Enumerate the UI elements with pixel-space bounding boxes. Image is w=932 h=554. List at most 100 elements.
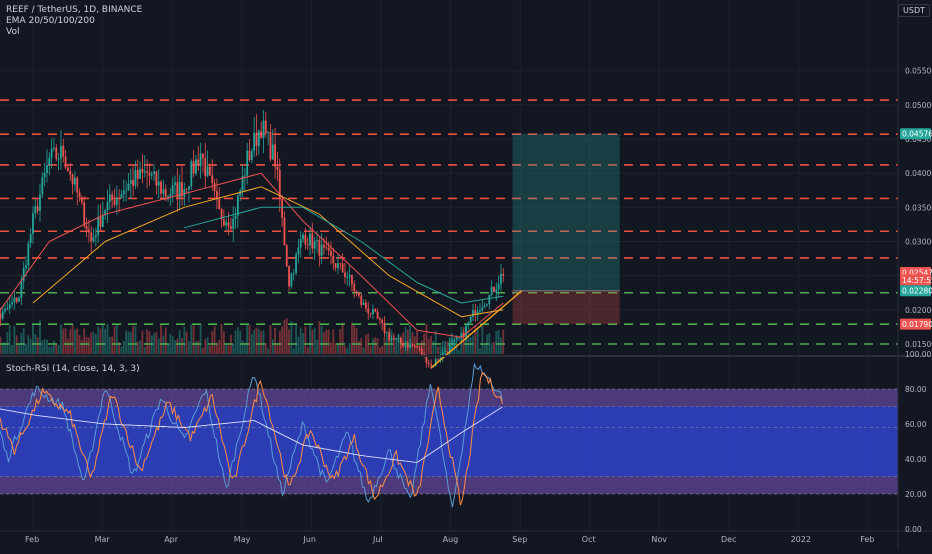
volume-bar <box>290 321 293 354</box>
candle <box>101 215 104 227</box>
candle <box>92 237 95 242</box>
candle <box>192 161 195 174</box>
stoch-rsi-legend[interactable]: Stoch-RSI (14, close, 14, 3, 3) <box>6 364 140 374</box>
candle <box>441 352 444 358</box>
candle <box>365 302 367 309</box>
candle <box>22 268 25 281</box>
volume-bar <box>53 340 55 354</box>
candle <box>216 191 218 199</box>
candle <box>104 210 107 216</box>
volume-bar <box>236 327 239 354</box>
volume-bar <box>129 331 132 354</box>
volume-bar <box>234 330 237 354</box>
volume-bar <box>148 331 151 354</box>
volume-bar <box>27 335 30 354</box>
candle <box>129 179 132 184</box>
candle <box>332 255 335 264</box>
volume-bar <box>171 336 174 354</box>
volume-bar <box>502 329 505 354</box>
candle <box>243 175 246 177</box>
volume-bar <box>43 339 46 354</box>
volume-bar <box>132 326 135 354</box>
time-tick-label: Nov <box>651 535 667 544</box>
volume-bar <box>255 327 258 354</box>
volume-bar <box>188 341 190 354</box>
candle <box>418 347 421 349</box>
candle <box>481 307 484 311</box>
stoch-tick-label: 20.00 <box>905 490 927 499</box>
volume-bar <box>246 324 249 354</box>
candle <box>355 291 358 293</box>
candle <box>229 226 232 229</box>
candle <box>220 209 223 220</box>
volume-bar <box>250 334 253 354</box>
volume-bar <box>446 341 449 354</box>
candle <box>6 308 9 310</box>
stoch-d-line <box>0 371 503 506</box>
volume-bar <box>455 346 458 354</box>
candle <box>225 222 228 226</box>
candle <box>297 247 300 255</box>
candle <box>260 131 263 139</box>
volume-bar <box>374 337 377 354</box>
volume-bar <box>441 341 444 354</box>
candle <box>190 161 193 187</box>
candle <box>267 132 270 134</box>
volume-bar <box>157 338 160 354</box>
price-label-target: 0.045766 <box>902 130 932 139</box>
volume-bar <box>115 325 118 354</box>
candle <box>76 177 79 193</box>
candle <box>99 217 102 227</box>
volume-bar <box>220 323 223 354</box>
volume-bar <box>164 327 167 354</box>
candle <box>367 308 370 314</box>
volume-bar <box>297 336 300 354</box>
candle <box>60 145 62 159</box>
candle <box>292 273 295 274</box>
volume-legend[interactable]: Vol <box>6 27 20 37</box>
candle <box>53 147 55 149</box>
candle <box>222 219 225 226</box>
volume-bar <box>167 343 169 354</box>
volume-bar <box>199 324 202 354</box>
candle <box>383 322 386 334</box>
candle <box>476 311 479 315</box>
candle <box>488 294 491 305</box>
candle <box>381 319 384 323</box>
volume-bar <box>83 328 86 354</box>
price-label-countdown-bg <box>900 274 931 286</box>
price-label-target-bg <box>900 128 931 140</box>
volume-bar <box>64 328 67 354</box>
candle <box>199 153 202 166</box>
volume-bar <box>427 338 430 354</box>
volume-bar <box>97 326 100 354</box>
volume-bar <box>178 330 181 354</box>
symbol-legend[interactable]: REEF / TetherUS, 1D, BINANCE <box>6 5 143 15</box>
candle <box>80 197 83 203</box>
candle <box>94 235 97 238</box>
volume-bar <box>365 334 367 354</box>
volume-bar <box>453 344 456 354</box>
volume-bar <box>6 331 9 354</box>
ema-legend[interactable]: EMA 20/50/100/200 <box>6 16 95 26</box>
volume-bar <box>216 342 218 354</box>
candle <box>290 273 293 287</box>
volume-bar <box>125 330 128 354</box>
volume-bar <box>341 322 344 354</box>
stoch-tick-label: 60.00 <box>905 420 927 429</box>
price-label-last: 0.025470 <box>902 268 932 277</box>
volume-bar <box>262 330 265 354</box>
currency-badge[interactable]: USDT <box>898 4 930 17</box>
candle <box>71 174 74 185</box>
candle <box>385 332 388 334</box>
candle <box>362 302 365 305</box>
volume-bar <box>120 346 123 354</box>
candle <box>57 158 60 160</box>
candle <box>15 297 18 302</box>
price-label-stop-bg <box>900 318 931 330</box>
volume-bar <box>381 346 384 354</box>
volume-bar <box>339 329 342 354</box>
volume-bar <box>358 341 360 354</box>
volume-bar <box>101 324 104 354</box>
